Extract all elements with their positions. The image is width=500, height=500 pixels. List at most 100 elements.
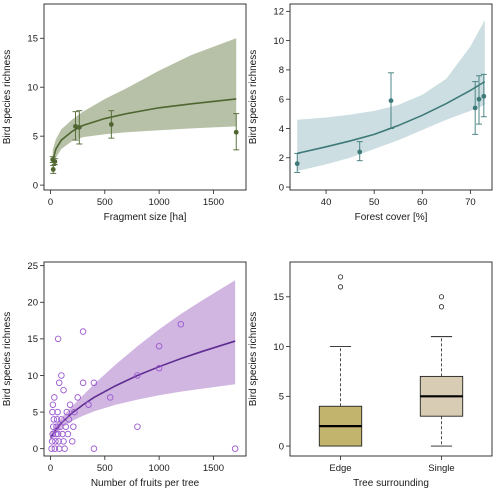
data-point xyxy=(155,364,163,372)
data-point xyxy=(52,430,60,438)
data-point xyxy=(58,372,65,379)
data-point xyxy=(49,423,57,430)
data-point xyxy=(52,438,59,445)
y-tick-label: 6 xyxy=(279,94,284,105)
data-point xyxy=(472,105,478,111)
x-tick-label: 70 xyxy=(465,197,476,208)
y-tick-label: 5 xyxy=(279,392,284,403)
data-point xyxy=(63,408,71,416)
y-tick-label: 8 xyxy=(279,65,284,76)
x-tick-label: 0 xyxy=(48,197,53,208)
x-tick-label: 500 xyxy=(97,197,113,208)
x-axis-label: Fragment size [ha] xyxy=(104,212,187,223)
y-tick-label: 0 xyxy=(33,180,38,191)
data-point xyxy=(90,445,98,452)
y-tick-label: 5 xyxy=(33,131,38,142)
data-point xyxy=(231,445,239,452)
data-point xyxy=(51,445,59,452)
y-tick-label: 10 xyxy=(27,371,38,382)
fit-line xyxy=(51,98,237,161)
data-point xyxy=(90,379,98,387)
data-point xyxy=(357,149,363,155)
data-point xyxy=(79,379,87,387)
y-axis-label: Bird species richness xyxy=(248,312,259,406)
plot-frame-1 xyxy=(43,3,247,191)
y-tick-label: 0 xyxy=(279,182,284,193)
data-point xyxy=(55,438,62,445)
plot-frame-2 xyxy=(289,3,493,191)
data-point xyxy=(68,438,76,445)
data-point xyxy=(108,122,114,127)
data-point xyxy=(52,159,58,165)
data-point xyxy=(233,129,239,135)
y-tick-label: 4 xyxy=(279,124,284,135)
y-tick-label: 10 xyxy=(273,36,284,47)
confidence-band xyxy=(50,280,236,442)
data-point xyxy=(61,445,68,452)
data-point xyxy=(294,161,300,167)
y-tick-label: 12 xyxy=(273,7,284,18)
data-point xyxy=(48,438,56,445)
outlier-point xyxy=(337,274,344,280)
outlier-point xyxy=(337,284,344,290)
x-axis-label: Forest cover [%] xyxy=(355,212,428,223)
data-point xyxy=(64,430,72,438)
data-point xyxy=(134,372,141,379)
y-axis-label: Bird species richness xyxy=(2,50,13,144)
confidence-band xyxy=(297,20,485,171)
y-tick-label: 10 xyxy=(27,83,38,94)
outlier-point xyxy=(438,294,445,300)
data-point xyxy=(58,416,65,423)
x-axis-label: Number of fruits per tree xyxy=(91,478,200,489)
data-point xyxy=(49,408,56,416)
data-point xyxy=(71,408,78,416)
data-point xyxy=(134,423,141,430)
data-point xyxy=(51,394,58,401)
data-point xyxy=(74,394,81,401)
data-point xyxy=(476,96,482,102)
y-axis-label: Bird species richness xyxy=(2,312,13,406)
data-point xyxy=(73,123,78,129)
x-tick-label: Single xyxy=(428,463,454,474)
data-point xyxy=(106,394,114,401)
y-tick-label: 25 xyxy=(27,261,38,272)
plot-frame-3 xyxy=(43,261,247,457)
data-point xyxy=(481,93,487,99)
y-axis-label: Bird species richness xyxy=(248,50,259,144)
y-tick-label: 0 xyxy=(279,441,284,452)
data-point xyxy=(60,386,67,394)
data-point xyxy=(66,401,74,409)
data-point xyxy=(177,320,185,328)
y-tick-label: 2 xyxy=(279,153,284,164)
data-point xyxy=(50,416,58,423)
x-tick-label: 1500 xyxy=(203,463,224,474)
data-point xyxy=(155,342,163,350)
x-tick-label: 50 xyxy=(369,197,380,208)
outlier-point xyxy=(438,304,445,310)
data-point xyxy=(62,423,69,430)
data-point xyxy=(76,124,82,130)
y-tick-label: 10 xyxy=(273,342,284,353)
plot-frame-4 xyxy=(289,261,493,457)
data-point xyxy=(54,335,62,343)
data-point xyxy=(48,445,55,452)
y-tick-label: 15 xyxy=(27,34,38,45)
y-tick-label: 20 xyxy=(27,298,38,309)
x-tick-label: 1500 xyxy=(203,197,224,208)
data-point xyxy=(70,423,77,430)
y-tick-label: 5 xyxy=(33,407,38,418)
x-tick-label: 1000 xyxy=(149,463,170,474)
x-tick-label: 40 xyxy=(321,197,332,208)
data-point xyxy=(49,401,57,409)
x-tick-label: 1000 xyxy=(149,197,170,208)
x-tick-label: Edge xyxy=(329,463,351,474)
data-point xyxy=(50,167,56,172)
y-tick-label: 15 xyxy=(27,334,38,345)
data-point xyxy=(53,423,60,430)
data-point xyxy=(388,98,394,104)
x-tick-label: 500 xyxy=(97,463,113,474)
data-point xyxy=(54,408,61,416)
fit-line xyxy=(297,80,486,155)
data-point xyxy=(53,416,61,423)
